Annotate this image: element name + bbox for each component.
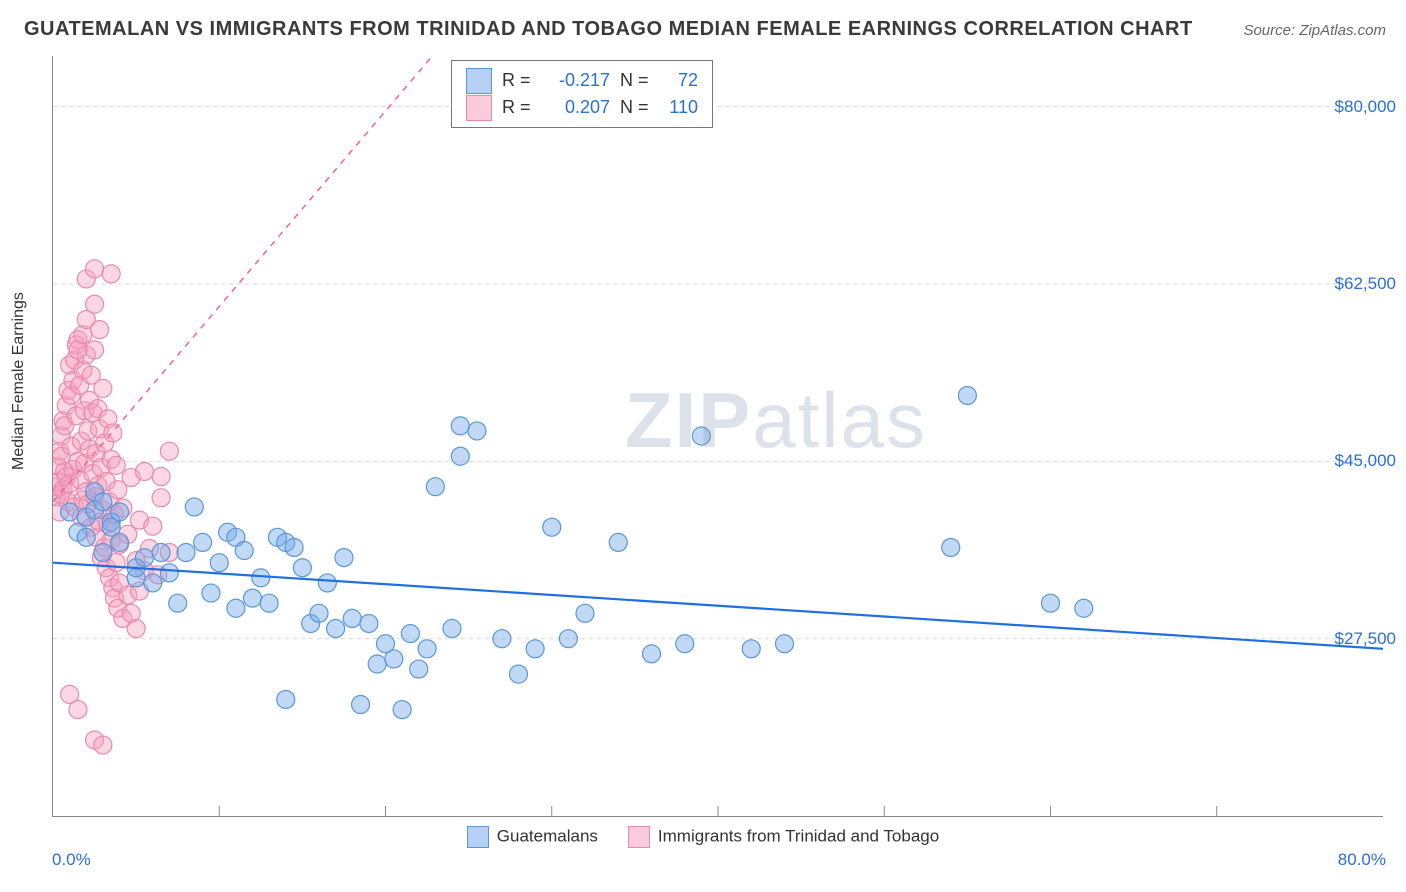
chart-title: GUATEMALAN VS IMMIGRANTS FROM TRINIDAD A… xyxy=(24,18,1193,41)
legend-label: Immigrants from Trinidad and Tobago xyxy=(658,826,939,845)
n-label: N = xyxy=(620,94,654,121)
plot-area: ZIPatlas xyxy=(52,56,1383,817)
r-label: R = xyxy=(502,67,536,94)
y-tick-label: $80,000 xyxy=(1335,97,1396,117)
y-tick-label: $27,500 xyxy=(1335,629,1396,649)
legend-swatch xyxy=(628,826,650,848)
r-label: R = xyxy=(502,94,536,121)
x-max-label: 80.0% xyxy=(1338,850,1386,870)
y-axis-label: Median Female Earnings xyxy=(10,292,28,470)
n-value: 72 xyxy=(664,67,698,94)
legend-swatch xyxy=(466,95,492,121)
y-tick-label: $62,500 xyxy=(1335,274,1396,294)
legend-item: Guatemalans xyxy=(467,826,598,848)
legend-swatch xyxy=(466,68,492,94)
r-value: -0.217 xyxy=(546,67,610,94)
source-label: Source: ZipAtlas.com xyxy=(1243,22,1386,39)
correlation-legend: R = -0.217 N = 72 R = 0.207 N = 110 xyxy=(451,60,713,128)
series-legend: Guatemalans Immigrants from Trinidad and … xyxy=(0,826,1406,848)
correlation-row: R = 0.207 N = 110 xyxy=(466,94,698,121)
n-label: N = xyxy=(620,67,654,94)
r-value: 0.207 xyxy=(546,94,610,121)
x-min-label: 0.0% xyxy=(52,850,91,870)
correlation-row: R = -0.217 N = 72 xyxy=(466,67,698,94)
y-tick-label: $45,000 xyxy=(1335,451,1396,471)
legend-label: Guatemalans xyxy=(497,826,598,845)
legend-item: Immigrants from Trinidad and Tobago xyxy=(628,826,939,848)
scatter-svg xyxy=(53,56,1383,816)
chart-container: GUATEMALAN VS IMMIGRANTS FROM TRINIDAD A… xyxy=(0,0,1406,892)
legend-swatch xyxy=(467,826,489,848)
n-value: 110 xyxy=(664,94,698,121)
